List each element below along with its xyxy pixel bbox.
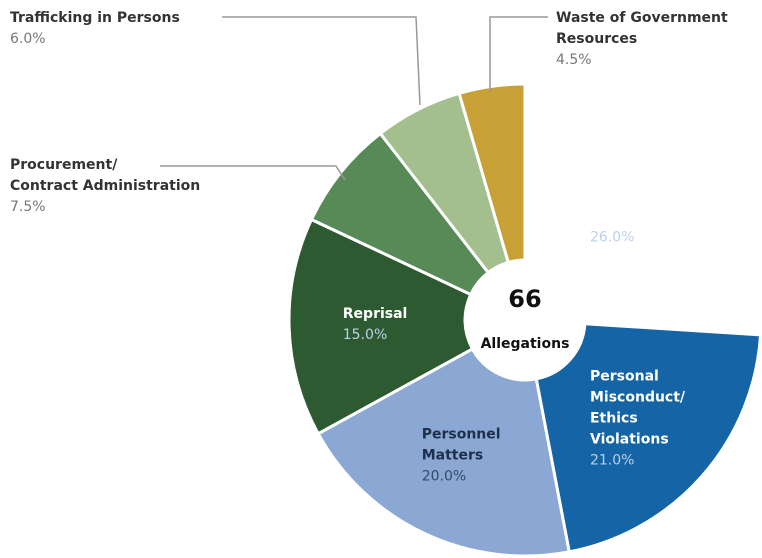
category-label: Waste of Government Resources: [556, 10, 728, 47]
value-label: 7.5%: [10, 199, 46, 215]
category-label: Reprisal: [342, 305, 408, 322]
value-label: 6.0%: [10, 31, 46, 47]
category-label: Criminal Allegations: [589, 187, 679, 225]
slice-label: Procurement/ Contract Administration 7.5%: [10, 155, 200, 218]
center-total: 66: [508, 285, 542, 313]
category-label: Procurement/ Contract Administration: [10, 157, 201, 194]
value-label: 15.0%: [342, 326, 388, 343]
category-label: Personal Misconduct/ Ethics Violations: [589, 368, 686, 448]
slice: [534, 322, 762, 554]
leader-line: [222, 16, 421, 106]
slice-label: Waste of Government Resources 4.5%: [556, 8, 728, 71]
slice-label: Personnel Matters 20.0%: [422, 424, 501, 487]
value-label: 21.0%: [589, 452, 635, 469]
category-label: Trafficking in Persons: [10, 10, 180, 26]
value-label: 20.0%: [421, 468, 467, 485]
leader-line: [160, 165, 346, 181]
slice-label: Trafficking in Persons 6.0%: [10, 8, 180, 50]
category-label: Personnel Matters: [421, 426, 501, 464]
slice-label: Personal Misconduct/ Ethics Violations 21…: [590, 367, 685, 472]
slice-label: Criminal Allegations 26.0%: [590, 186, 679, 249]
value-label: 26.0%: [589, 229, 635, 246]
value-label: 4.5%: [556, 52, 592, 68]
center-text: Allegations: [480, 336, 570, 352]
center-label: 66 Allegations: [481, 264, 570, 376]
leader-line: [489, 16, 548, 92]
slice: [457, 82, 527, 265]
slice-label: Reprisal 15.0%: [343, 304, 408, 346]
slice: [287, 217, 475, 436]
